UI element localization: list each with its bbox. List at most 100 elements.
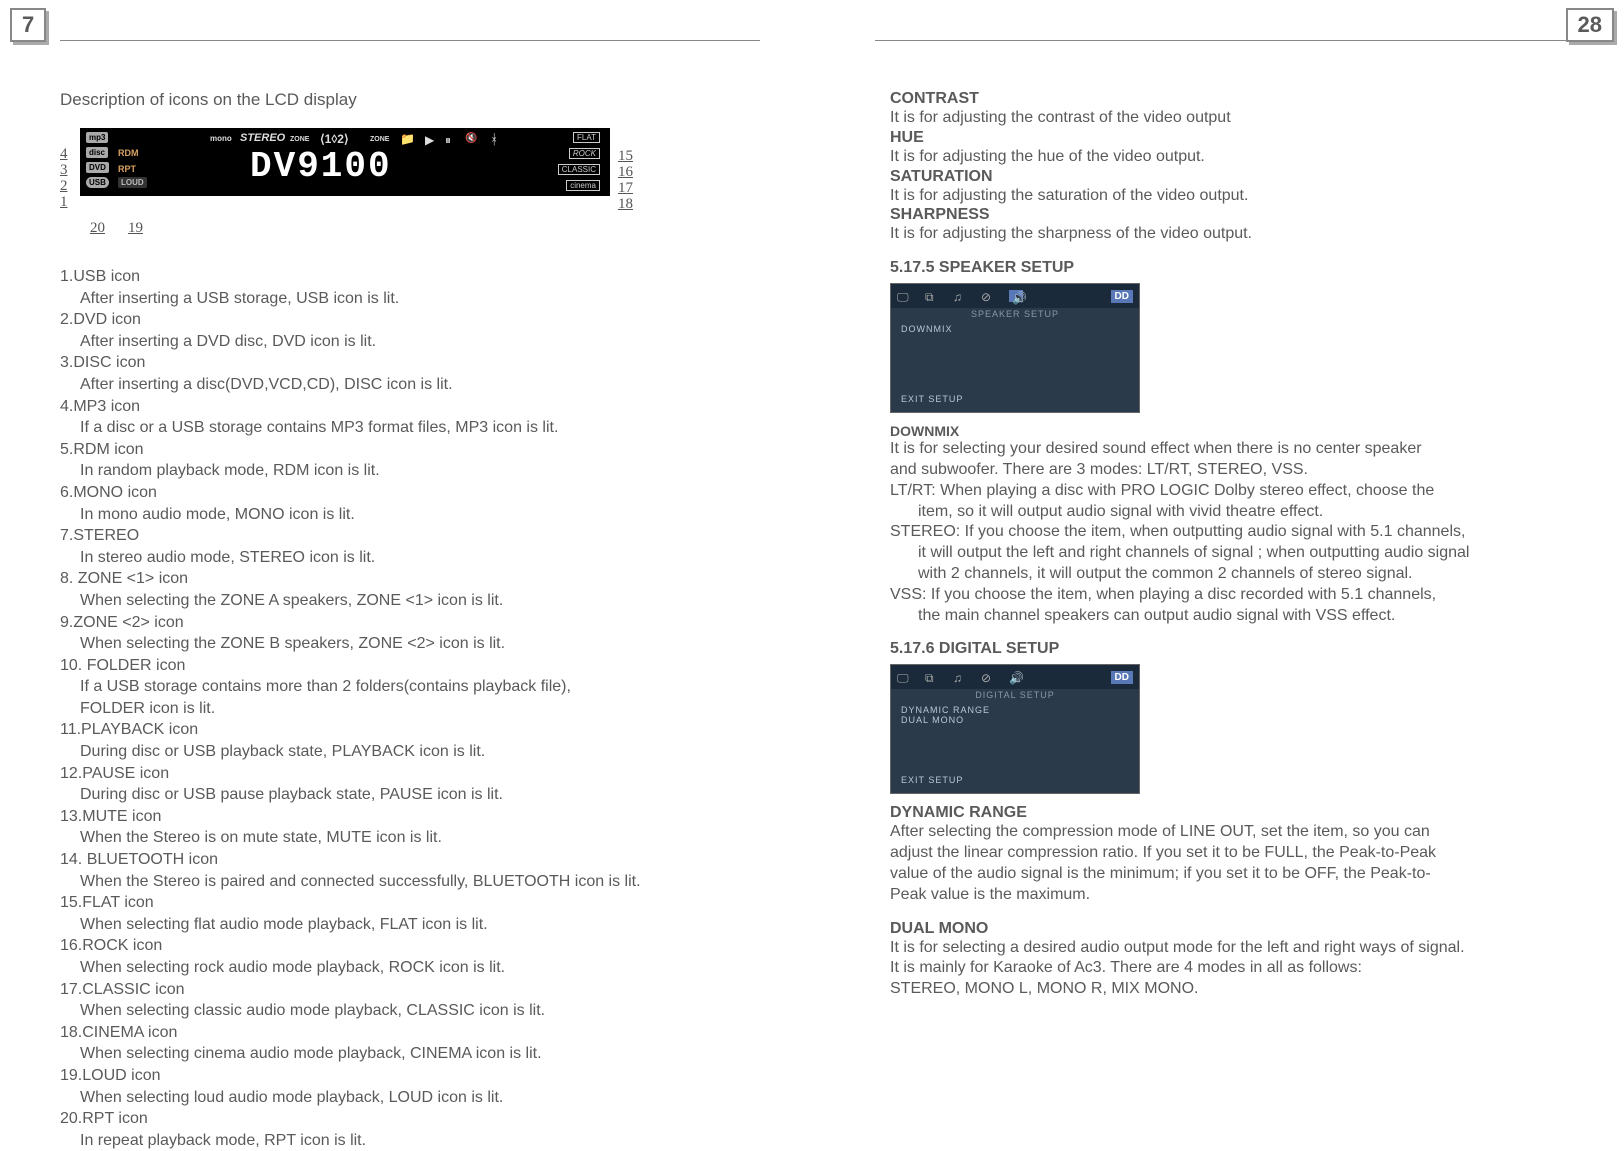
divider-left — [60, 40, 760, 41]
usb-icon: USB — [86, 177, 109, 188]
flat-icon: FLAT — [573, 132, 600, 143]
video-settings-block: CONTRAST It is for adjusting the contras… — [890, 90, 1570, 245]
play-icon: ▶ — [425, 133, 434, 147]
icon-item-desc: When selecting flat audio mode playback,… — [80, 914, 820, 936]
icon-item-title: 13.MUTE icon — [60, 806, 820, 828]
icon-item-title: 10. FOLDER icon — [60, 655, 820, 677]
icon-item-title: 5.RDM icon — [60, 439, 820, 461]
icon-item-desc: During disc or USB pause playback state,… — [80, 784, 820, 806]
osd-tab-icon: ♫ — [953, 290, 967, 302]
disc-icon: disc — [86, 147, 108, 158]
osd-exit: EXIT SETUP — [901, 775, 963, 785]
icon-item-title: 12.PAUSE icon — [60, 763, 820, 785]
classic-icon: CLASSIC — [558, 164, 600, 175]
icon-item-desc: FOLDER icon is lit. — [80, 698, 820, 720]
osd-menu-item: DUAL MONO — [901, 715, 1129, 725]
dynamic-range-heading: DYNAMIC RANGE — [890, 804, 1570, 822]
callout-20: 20 — [90, 220, 105, 237]
dual-mono-text: It is for selecting a desired audio outp… — [890, 938, 1570, 959]
osd-dd-label: DD — [1111, 671, 1133, 684]
icon-item-title: 20.RPT icon — [60, 1108, 820, 1130]
icon-item-title: 1.USB icon — [60, 266, 820, 288]
dual-mono-text: It is mainly for Karaoke of Ac3. There a… — [890, 958, 1570, 979]
callout-18: 18 — [618, 196, 633, 213]
lcd-screen: mp3 disc DVD USB RDM RPT LOUD mono STERE… — [80, 128, 610, 196]
video-setting-text: It is for adjusting the hue of the video… — [890, 147, 1570, 168]
osd-tab-icon: 🔊 — [1009, 671, 1023, 683]
mono-icon: mono — [210, 134, 232, 143]
icon-item-desc: When selecting the ZONE A speakers, ZONE… — [80, 590, 820, 612]
osd-tab-icon: ⧉ — [925, 671, 939, 683]
zone1-label: ZONE — [290, 136, 309, 143]
icon-item-desc: After inserting a DVD disc, DVD icon is … — [80, 331, 820, 353]
dynamic-range-text: Peak value is the maximum. — [890, 885, 1570, 906]
video-setting-heading: SATURATION — [890, 168, 1570, 186]
rdm-icon: RDM — [118, 148, 139, 158]
icon-item-desc: When the Stereo is paired and connected … — [80, 871, 820, 893]
dynamic-range-text: value of the audio signal is the minimum… — [890, 864, 1570, 885]
zone2-label: ZONE — [370, 136, 389, 143]
downmix-text: It is for selecting your desired sound e… — [890, 439, 1570, 460]
video-setting-text: It is for adjusting the saturation of th… — [890, 186, 1570, 207]
icon-item-title: 3.DISC icon — [60, 352, 820, 374]
osd-subtitle: DIGITAL SETUP — [891, 689, 1139, 701]
bluetooth-icon: ᚼ — [490, 131, 498, 147]
osd-exit: EXIT SETUP — [901, 394, 963, 404]
callout-19: 19 — [128, 220, 143, 237]
digital-setup-heading: 5.17.6 DIGITAL SETUP — [890, 640, 1570, 658]
icon-item-desc: When the Stereo is on mute state, MUTE i… — [80, 827, 820, 849]
icon-item-desc: After inserting a disc(DVD,VCD,CD), DISC… — [80, 374, 820, 396]
vss-text: VSS: If you choose the item, when playin… — [890, 585, 1570, 606]
digital-setup-osd: 🖵 ⧉ ♫ ⊘ 🔊 DD DIGITAL SETUP DYNAMIC RANGE… — [890, 664, 1140, 794]
callout-15: 15 — [618, 148, 633, 165]
stereo-text: STEREO: If you choose the item, when out… — [890, 522, 1570, 543]
stereo-icon: STEREO — [240, 132, 285, 144]
dynamic-range-text: adjust the linear compression ratio. If … — [890, 843, 1570, 864]
loud-icon: LOUD — [118, 177, 147, 188]
icon-item-desc: When selecting loud audio mode playback,… — [80, 1087, 820, 1109]
video-setting-text: It is for adjusting the sharpness of the… — [890, 224, 1570, 245]
icon-item-title: 7.STEREO — [60, 525, 820, 547]
osd-tab-icon: ⧉ — [925, 290, 939, 302]
mute-icon: 🔇 — [465, 133, 477, 144]
osd-body: DOWNMIX — [891, 320, 1139, 338]
rpt-icon: RPT — [118, 164, 136, 174]
icon-item-title: 14. BLUETOOTH icon — [60, 849, 820, 871]
video-setting-text: It is for adjusting the contrast of the … — [890, 108, 1570, 129]
icon-item-desc: If a disc or a USB storage contains MP3 … — [80, 417, 820, 439]
ltrt-text: LT/RT: When playing a disc with PRO LOGI… — [890, 481, 1570, 502]
video-setting-heading: SHARPNESS — [890, 206, 1570, 224]
speaker-setup-heading: 5.17.5 SPEAKER SETUP — [890, 259, 1570, 277]
dynamic-range-text: After selecting the compression mode of … — [890, 822, 1570, 843]
icon-item-title: 17.CLASSIC icon — [60, 979, 820, 1001]
osd-body: DYNAMIC RANGE DUAL MONO — [891, 701, 1139, 729]
icon-item-desc: In mono audio mode, MONO icon is lit. — [80, 504, 820, 526]
ltrt-text: item, so it will output audio signal wit… — [918, 502, 1570, 523]
icon-descriptions-list: 1.USB iconAfter inserting a USB storage,… — [60, 266, 820, 1151]
callout-2: 2 — [60, 178, 68, 195]
icon-item-desc: When selecting rock audio mode playback,… — [80, 957, 820, 979]
icon-item-title: 11.PLAYBACK icon — [60, 719, 820, 741]
icon-item-title: 9.ZONE <2> icon — [60, 612, 820, 634]
callout-17: 17 — [618, 180, 633, 197]
icon-item-desc: When selecting the ZONE B speakers, ZONE… — [80, 633, 820, 655]
icon-item-desc: If a USB storage contains more than 2 fo… — [80, 676, 820, 698]
video-setting-heading: CONTRAST — [890, 90, 1570, 108]
cinema-icon: cinema — [566, 180, 600, 191]
osd-tab-icon: ⊘ — [981, 290, 995, 302]
stereo-text: it will output the left and right channe… — [918, 543, 1570, 564]
osd-tabbar: 🖵 ⧉ ♫ ⊘ 🔊 DD — [891, 665, 1139, 689]
video-setting-heading: HUE — [890, 129, 1570, 147]
icon-item-desc: During disc or USB playback state, PLAYB… — [80, 741, 820, 763]
icon-item-title: 19.LOUD icon — [60, 1065, 820, 1087]
pause-icon: ⏸ — [445, 133, 451, 148]
osd-dd-label: DD — [1111, 290, 1133, 303]
osd-tab-icon: ♫ — [953, 671, 967, 683]
osd-tab-icon: ⊘ — [981, 671, 995, 683]
downmix-heading: DOWNMIX — [890, 423, 1570, 439]
callout-3: 3 — [60, 162, 68, 179]
icon-item-desc: When selecting classic audio mode playba… — [80, 1000, 820, 1022]
osd-tabbar: 🖵 ⧉ ♫ ⊘ 🔊 DD — [891, 284, 1139, 308]
osd-tab-icon: 🖵 — [897, 671, 911, 683]
icon-item-desc: After inserting a USB storage, USB icon … — [80, 288, 820, 310]
